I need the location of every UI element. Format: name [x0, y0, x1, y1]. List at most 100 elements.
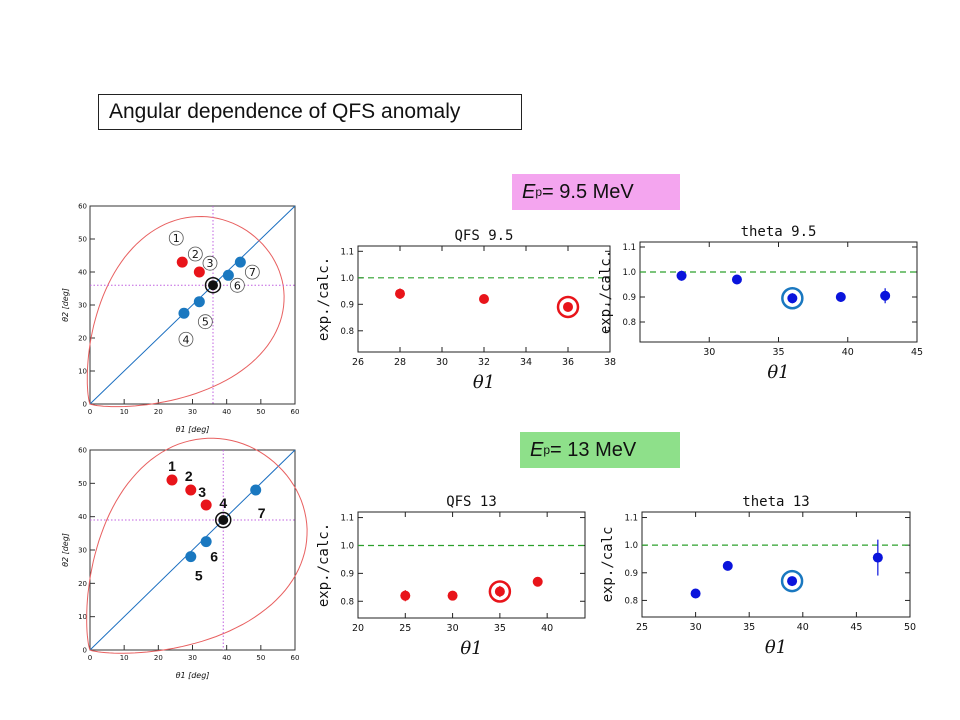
y-tick-label: 0.9 — [340, 300, 354, 310]
data-point — [185, 551, 197, 563]
x-tick-label: 25 — [399, 623, 411, 634]
x-tick-label: 30 — [188, 408, 197, 416]
energy-subscript: p — [535, 185, 543, 199]
y-tick-label: 50 — [78, 480, 87, 488]
point-label: 3 — [198, 484, 206, 500]
x-tick-label: 25 — [636, 622, 648, 633]
highlight-ring — [556, 295, 580, 319]
x-tick-label: 40 — [222, 408, 231, 416]
x-tick-label: 36 — [562, 357, 574, 368]
point-label: 1 — [173, 232, 180, 245]
x-axis-label: θ1 [deg] — [176, 425, 210, 434]
data-point — [731, 274, 742, 285]
y-tick-label: 1.0 — [624, 541, 638, 551]
y-tick-label: 40 — [78, 269, 87, 277]
y-tick-label: 1.1 — [622, 243, 636, 253]
highlight-ring — [781, 287, 804, 310]
x-tick-label: 50 — [256, 408, 265, 416]
data-point — [447, 590, 458, 601]
point-label: 2 — [185, 468, 193, 484]
data-point — [193, 266, 205, 278]
data-point — [835, 292, 846, 302]
data-point — [872, 552, 883, 563]
x-tick-label: 30 — [703, 347, 715, 358]
y-axis-label: exp./calc. — [598, 250, 614, 334]
x-axis-label: θ1 [deg] — [176, 671, 210, 680]
y-tick-label: 60 — [78, 203, 87, 211]
energy-symbol: E — [530, 438, 544, 461]
y-axis-label: exp./calc — [600, 527, 616, 603]
y-tick-label: 60 — [78, 447, 87, 455]
plot-frame — [357, 511, 586, 619]
x-tick-label: 20 — [154, 654, 163, 662]
slide-title: Angular dependence of QFS anomaly — [98, 94, 522, 130]
point-label: 5 — [202, 316, 209, 329]
x-tick-label: 20 — [154, 408, 163, 416]
x-tick-label: 34 — [520, 357, 532, 368]
chart-title: theta 9.5 — [741, 224, 817, 240]
point-label: 1 — [168, 458, 176, 474]
x-tick-label: 0 — [88, 408, 92, 416]
y-tick-label: 0.8 — [622, 318, 636, 328]
x-tick-label: 30 — [690, 622, 702, 633]
y-tick-label: 0.8 — [624, 596, 638, 606]
data-point — [200, 499, 212, 511]
y-tick-label: 40 — [78, 513, 87, 521]
data-point — [250, 484, 262, 496]
y-tick-label: 50 — [78, 236, 87, 244]
point-label-circle — [197, 314, 213, 330]
data-point — [690, 588, 701, 599]
point-label-circle — [229, 277, 245, 293]
y-tick-label: 20 — [78, 580, 87, 588]
y-tick-label: 0.9 — [622, 293, 636, 303]
kinematics-chart-13: 0 10 20 30 40 50 60 0 10 20 30 40 50 60 θ1 [deg] θ2 [de… — [61, 437, 308, 680]
y-axis-label: exp./calc. — [316, 257, 332, 341]
y-tick-label: 0 — [83, 401, 87, 409]
x-tick-label: 40 — [842, 347, 854, 358]
data-point — [176, 256, 188, 268]
point-label: 6 — [234, 279, 241, 292]
x-tick-label: 40 — [541, 623, 553, 634]
y-axis-label: θ2 [deg] — [61, 533, 70, 567]
point-label-circle — [187, 246, 203, 262]
y-axis-label: θ2 [deg] — [61, 288, 70, 322]
point-label: 2 — [192, 248, 199, 261]
chart-title: QFS 9.5 — [454, 228, 513, 244]
chart-title: QFS 13 — [446, 494, 497, 510]
point-label: 4 — [182, 333, 189, 346]
point-label: 7 — [258, 505, 266, 521]
x-axis-label: θ1 — [767, 362, 789, 383]
theta-9.5-chart: theta 9.5 30 35 40 45 0.8 0.9 1.0 1.1 θ1 exp./calc… — [598, 224, 923, 383]
data-point — [200, 536, 212, 548]
y-tick-label: 1.0 — [340, 541, 354, 551]
data-point — [395, 288, 405, 299]
x-tick-label: 40 — [222, 654, 231, 662]
x-tick-label: 50 — [904, 622, 916, 633]
x-tick-label: 35 — [494, 623, 506, 634]
y-tick-label: 0.9 — [624, 569, 638, 579]
data-point — [193, 296, 205, 308]
data-point — [676, 270, 687, 281]
point-label: 3 — [207, 257, 214, 270]
kinematic-curve — [86, 215, 285, 408]
diagonal-line — [89, 205, 296, 405]
x-tick-label: 60 — [291, 654, 300, 662]
y-axis-label: exp./calc. — [316, 523, 332, 607]
energy-value: = 9.5 MeV — [542, 180, 634, 203]
data-point — [479, 294, 489, 304]
y-tick-label: 30 — [78, 547, 87, 555]
point-label: 6 — [210, 549, 218, 565]
x-tick-label: 60 — [291, 408, 300, 416]
data-point — [178, 307, 190, 319]
x-tick-label: 28 — [394, 357, 406, 368]
y-tick-label: 1.1 — [340, 247, 354, 257]
x-axis-label: θ1 — [473, 372, 495, 393]
y-tick-label: 10 — [78, 368, 87, 376]
x-tick-label: 45 — [850, 622, 862, 633]
x-tick-label: 10 — [120, 408, 129, 416]
x-tick-label: 45 — [911, 347, 923, 358]
point-label-circle — [178, 331, 194, 347]
kinematic-curve — [86, 437, 308, 654]
